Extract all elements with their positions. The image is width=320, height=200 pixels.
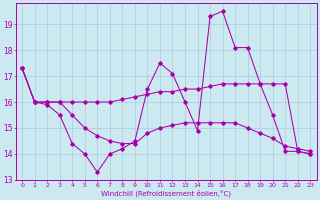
X-axis label: Windchill (Refroidissement éolien,°C): Windchill (Refroidissement éolien,°C) <box>101 189 231 197</box>
